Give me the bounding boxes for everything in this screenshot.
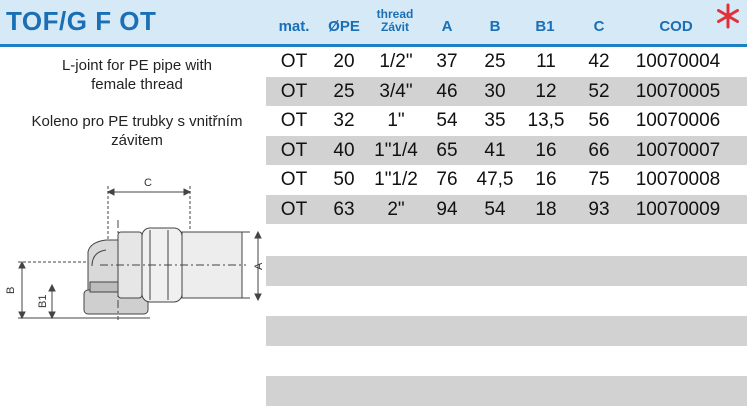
- col-thread-header: thread Závit: [370, 8, 420, 34]
- fitting-drawing: C A B B1: [5, 177, 265, 320]
- cell-b1: 16: [535, 169, 557, 190]
- cell-mat: OT: [280, 139, 308, 161]
- cell-pe: 50: [333, 169, 355, 190]
- cell-cod: 10070008: [635, 169, 721, 190]
- dimension-arrow: [183, 188, 192, 196]
- cell-b: 41: [484, 139, 506, 161]
- cell-pe: 20: [333, 51, 355, 72]
- col-b-header: B: [489, 18, 501, 35]
- cell-mat: OT: [280, 80, 308, 102]
- label-b1: B1: [37, 295, 49, 308]
- empty-table-row: [266, 256, 747, 286]
- cell-pe: 40: [333, 139, 355, 161]
- description-cz-line1: Koleno pro PE trubky s vnitřním: [31, 113, 243, 130]
- table-row: OT 20 1/2" 37 25 11 42 10070004: [266, 47, 747, 76]
- cell-cod: 10070009: [635, 198, 721, 220]
- cell-a: 46: [436, 80, 458, 102]
- cell-mat: OT: [280, 110, 308, 131]
- col-b1-header: B1: [535, 18, 555, 35]
- cell-a: 54: [436, 110, 458, 131]
- col-thread-header-line2: Závit: [380, 20, 409, 34]
- description-en-line2: female thread: [91, 76, 183, 93]
- cell-mat: OT: [280, 51, 308, 72]
- cell-thread: 1/2": [379, 51, 413, 72]
- cell-a: 94: [436, 198, 458, 220]
- cell-cod: 10070006: [635, 110, 721, 131]
- product-title: TOF/G F OT: [6, 6, 157, 36]
- cell-b: 25: [484, 51, 506, 72]
- col-c-header: C: [593, 18, 605, 35]
- table-row: OT 25 3/4" 46 30 12 52 10070005: [266, 76, 747, 106]
- cell-thread: 1": [387, 110, 405, 131]
- cell-b1: 11: [536, 51, 556, 72]
- description-en: L-joint for PE pipe with female thread: [12, 56, 262, 94]
- label-b: B: [5, 287, 17, 294]
- cell-cod: 10070004: [635, 51, 721, 72]
- col-pe-header: ØPE: [328, 18, 360, 35]
- cell-pe: 32: [333, 110, 355, 131]
- col-thread-header-line1: thread: [376, 7, 414, 21]
- cell-pe: 25: [333, 80, 355, 102]
- cell-mat: OT: [280, 169, 308, 190]
- cell-c: 66: [588, 139, 610, 161]
- description-en-line1: L-joint for PE pipe with: [61, 57, 213, 74]
- cell-pe: 63: [333, 198, 355, 220]
- cell-c: 75: [588, 169, 610, 190]
- cell-b: 54: [484, 198, 506, 220]
- table-row: OT 50 1"1/2 76 47,5 16 75 10070008: [266, 165, 747, 194]
- cell-c: 93: [588, 198, 610, 220]
- cell-thread: 3/4": [379, 80, 413, 102]
- cell-b1: 18: [535, 198, 557, 220]
- cell-thread: 2": [387, 198, 405, 220]
- empty-table-row: [266, 316, 747, 346]
- col-cod-header: COD: [659, 18, 693, 35]
- cell-c: 42: [588, 51, 610, 72]
- cell-cod: 10070007: [635, 139, 721, 161]
- table-row: OT 63 2" 94 54 18 93 10070009: [266, 194, 747, 224]
- cell-thread: 1"1/4: [374, 139, 418, 161]
- cell-a: 37: [436, 51, 458, 72]
- cell-c: 52: [588, 80, 610, 102]
- table-row: OT 40 1"1/4 65 41 16 66 10070007: [266, 135, 747, 165]
- cell-cod: 10070005: [635, 80, 721, 102]
- cell-b: 35: [484, 110, 506, 131]
- table-row: OT 32 1" 54 35 13,5 56 10070006: [266, 106, 747, 135]
- cell-thread: 1"1/2: [374, 169, 418, 190]
- col-a-header: A: [441, 18, 453, 35]
- cell-b: 30: [484, 80, 506, 102]
- description-cz-line2: závitem: [111, 132, 163, 149]
- empty-table-row: [266, 376, 747, 406]
- label-a: A: [253, 262, 265, 270]
- cell-mat: OT: [280, 198, 308, 220]
- dimension-arrow: [106, 188, 115, 196]
- cell-c: 56: [588, 110, 610, 131]
- cell-b1: 13,5: [527, 110, 565, 131]
- cell-b: 47,5: [476, 169, 514, 190]
- cell-a: 65: [436, 139, 458, 161]
- cell-a: 76: [436, 169, 458, 190]
- label-c: C: [144, 177, 152, 189]
- table-header: TOF/G F OT mat. ØPE thread Závit A B B1 …: [0, 0, 747, 47]
- col-mat-header: mat.: [278, 18, 310, 35]
- description-cz: Koleno pro PE trubky s vnitřním závitem: [12, 112, 262, 150]
- cell-b1: 12: [535, 80, 557, 102]
- asterisk-icon: [717, 3, 739, 29]
- cell-b1: 16: [535, 139, 557, 161]
